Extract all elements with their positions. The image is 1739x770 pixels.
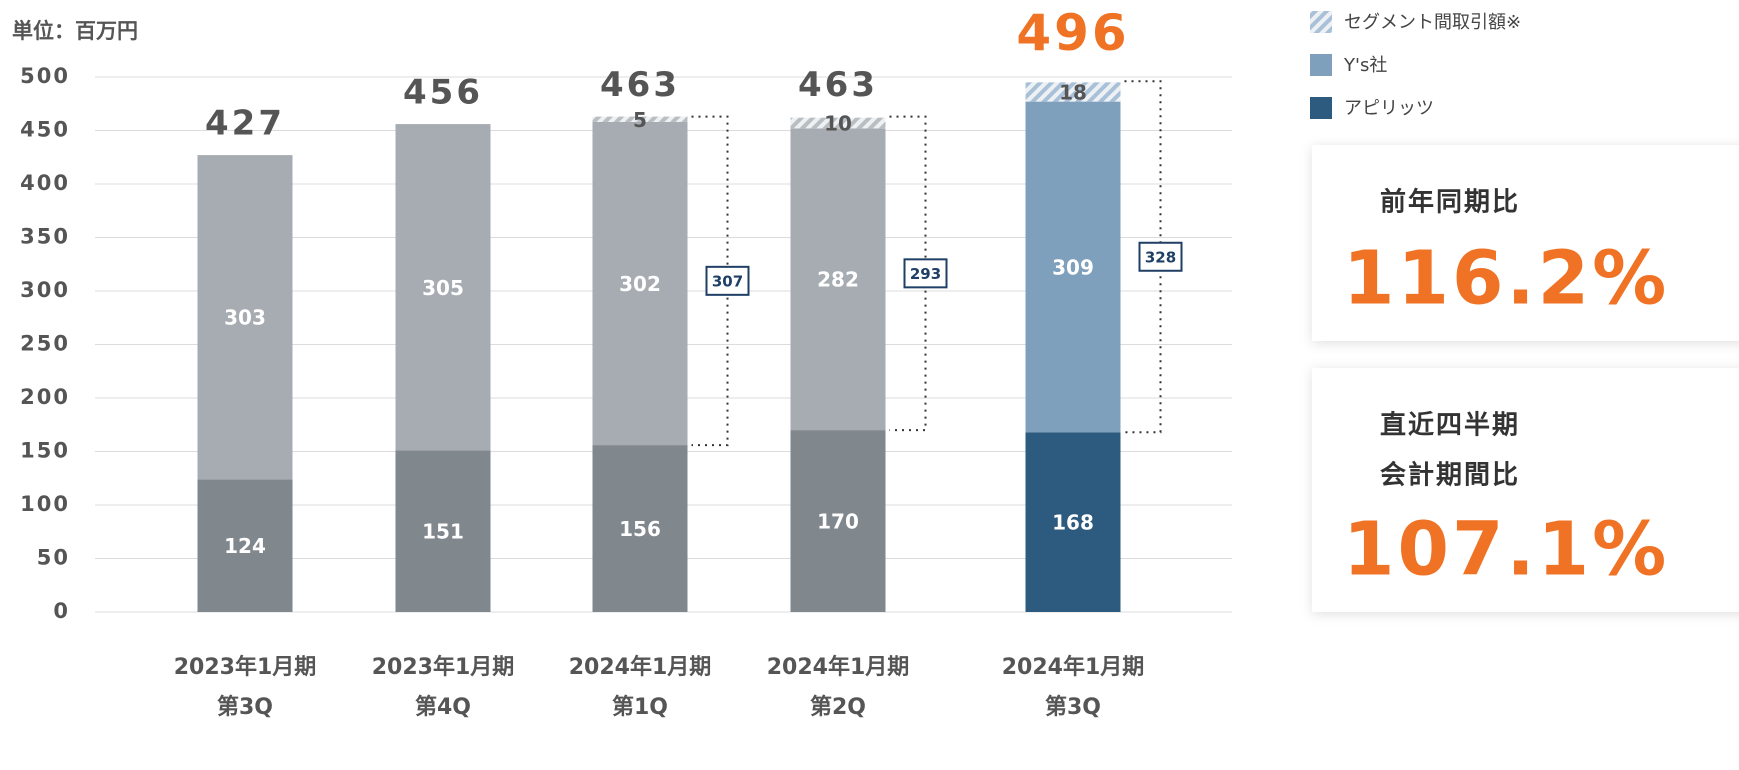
segment-label: 302	[619, 272, 661, 296]
legend-label: Y's社	[1343, 55, 1387, 76]
kpi-value: 107.1%	[1343, 507, 1669, 593]
bracket-label: 328	[1145, 248, 1176, 266]
x-tick-label: 第2Q	[810, 694, 866, 720]
kpi-title: 直近四半期	[1380, 411, 1520, 441]
bracket-box	[1138, 241, 1183, 272]
total-label: 427	[205, 104, 285, 144]
bar-segment	[1025, 101, 1121, 433]
x-tick-label: 第3Q	[1045, 694, 1101, 720]
total-label: 496	[1016, 4, 1129, 62]
segment-label: 282	[817, 268, 859, 292]
segment-label: 303	[224, 306, 266, 330]
y-tick-label: 250	[20, 332, 70, 356]
segment-label: 10	[824, 112, 852, 136]
y-tick-label: 150	[20, 439, 70, 463]
bar-segment	[592, 445, 688, 612]
segment-label: 18	[1059, 80, 1087, 104]
y-tick-label: 100	[20, 492, 70, 516]
bracket-box	[705, 265, 750, 296]
bar-segment	[1025, 432, 1121, 612]
x-tick-label: 2024年1月期	[569, 654, 712, 680]
bar-segment	[197, 155, 293, 480]
y-tick-label: 0	[53, 599, 70, 623]
segment-label: 168	[1052, 511, 1094, 535]
kpi-card	[1312, 145, 1739, 341]
bracket-label: 293	[910, 265, 941, 283]
bar-segment	[1025, 82, 1121, 102]
total-label: 463	[798, 65, 878, 105]
segment-label: 309	[1052, 255, 1094, 279]
segment-label: 170	[817, 510, 859, 534]
segment-label: 5	[633, 108, 647, 132]
x-tick-label: 第4Q	[415, 694, 471, 720]
bar-segment	[790, 128, 886, 431]
legend-swatch	[1310, 11, 1332, 33]
total-label: 456	[403, 73, 483, 113]
y-tick-label: 200	[20, 385, 70, 409]
bar-segment	[395, 450, 491, 612]
x-tick-label: 2024年1月期	[1002, 654, 1145, 680]
x-tick-label: 2023年1月期	[372, 654, 515, 680]
legend-swatch	[1310, 54, 1332, 76]
bar-segment	[592, 116, 688, 122]
segment-label: 156	[619, 517, 661, 541]
y-tick-label: 50	[37, 546, 70, 570]
kpi-value: 116.2%	[1343, 236, 1669, 322]
x-tick-label: 2024年1月期	[767, 654, 910, 680]
y-tick-label: 350	[20, 225, 70, 249]
bracket-label: 307	[712, 272, 743, 290]
bar-segment	[592, 121, 688, 446]
y-tick-label: 500	[20, 64, 70, 88]
kpi-title: 会計期間比	[1380, 460, 1520, 491]
kpi-card	[1312, 368, 1739, 612]
y-tick-label: 450	[20, 118, 70, 142]
bar-segment	[790, 430, 886, 612]
x-tick-label: 2023年1月期	[174, 654, 317, 680]
kpi-title: 前年同期比	[1380, 187, 1520, 218]
segment-label: 124	[224, 534, 266, 558]
total-label: 463	[600, 65, 680, 105]
bracket-box	[903, 258, 948, 289]
y-tick-label: 300	[20, 278, 70, 302]
x-tick-label: 第1Q	[612, 694, 668, 720]
bar-segment	[197, 479, 293, 612]
legend-swatch	[1310, 97, 1332, 119]
legend-label: アピリッツ	[1344, 98, 1434, 119]
y-tick-label: 400	[20, 171, 70, 195]
segment-label: 305	[422, 276, 464, 300]
unit-label: 単位：百万円	[12, 19, 138, 43]
legend-label: セグメント間取引額※	[1344, 12, 1521, 33]
segment-label: 151	[422, 520, 464, 544]
bar-segment	[790, 117, 886, 129]
x-tick-label: 第3Q	[217, 694, 273, 720]
bar-segment	[395, 124, 491, 451]
